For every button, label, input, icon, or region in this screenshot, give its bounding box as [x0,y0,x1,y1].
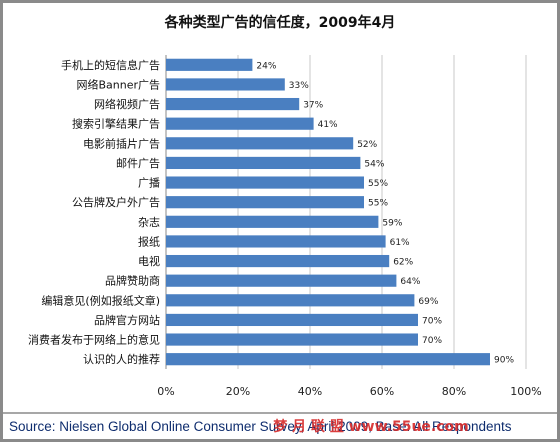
data-label: 41% [318,120,338,130]
x-tick-label: 100% [510,385,541,398]
category-label: 杂志 [138,216,160,229]
bar [166,58,253,71]
data-label: 55% [368,179,388,189]
bar [166,333,418,346]
category-label: 公告牌及户外广告 [72,195,160,209]
category-label: 网络Banner广告 [76,77,160,91]
x-tick-label: 40% [298,385,322,398]
category-label: 编辑意见(例如报纸文章) [41,293,160,307]
data-label: 54% [364,159,384,169]
category-label: 网络视频广告 [94,97,160,111]
data-label: 70% [422,316,442,326]
x-axis-ticks: 0% 20% 40% 60% 80% 100% [157,385,541,398]
bar [166,117,314,130]
data-label: 52% [357,140,377,150]
data-label: 37% [303,101,323,111]
bar [166,196,364,209]
bar [166,294,415,307]
x-tick-label: 80% [442,385,466,398]
bar [166,137,354,150]
x-tick-label: 60% [370,385,394,398]
data-label: 59% [382,218,402,228]
bar [166,254,390,268]
data-label: 61% [390,238,410,248]
data-label: 90% [494,356,514,366]
bar [166,176,364,189]
bars-layer [166,58,490,366]
data-label: 24% [256,61,276,71]
data-label: 69% [418,297,438,307]
category-label: 手机上的短信息广告 [61,58,160,72]
bar [166,313,418,327]
watermark-text: 梦 月 联 盟 www.55ue.com [273,418,469,435]
category-label: 搜索引擎结果广告 [72,117,160,131]
data-label: 70% [422,336,442,346]
category-label: 广播 [138,176,160,190]
bar [166,78,285,91]
category-label: 邮件广告 [116,157,160,170]
source-note: Source: Nielsen Global Online Consumer S… [9,419,512,434]
bar [166,215,379,228]
bar-chart: 各种类型广告的信任度，2009年4月 手机上的短信息广告网络Banner广告网络… [3,14,557,435]
category-labels: 手机上的短信息广告网络Banner广告网络视频广告搜索引擎结果广告电影前插片广告… [28,58,160,366]
bar [166,274,397,287]
data-label: 62% [393,258,413,268]
x-tick-label: 0% [157,385,174,398]
x-tick-label: 20% [226,385,250,398]
category-label: 消费者发布于网络上的意见 [28,333,160,347]
bar [166,97,300,111]
value-labels: 24% 33% 37% 41% 52% 54% 55% 55% 59% 61% 62% 64% 69% 7… [256,61,514,365]
bar [166,156,361,170]
data-label: 55% [368,199,388,209]
bar [166,353,490,366]
bar [166,235,386,248]
data-label: 64% [400,277,420,287]
data-label: 33% [289,81,309,91]
category-label: 品牌赞助商 [105,274,160,288]
chart-title: 各种类型广告的信任度，2009年4月 [164,14,396,31]
category-label: 电视 [138,254,160,268]
category-label: 品牌官方网站 [94,313,160,327]
category-label: 认识的人的推荐 [83,352,160,366]
category-label: 报纸 [138,234,160,248]
category-label: 电影前插片广告 [83,136,160,150]
